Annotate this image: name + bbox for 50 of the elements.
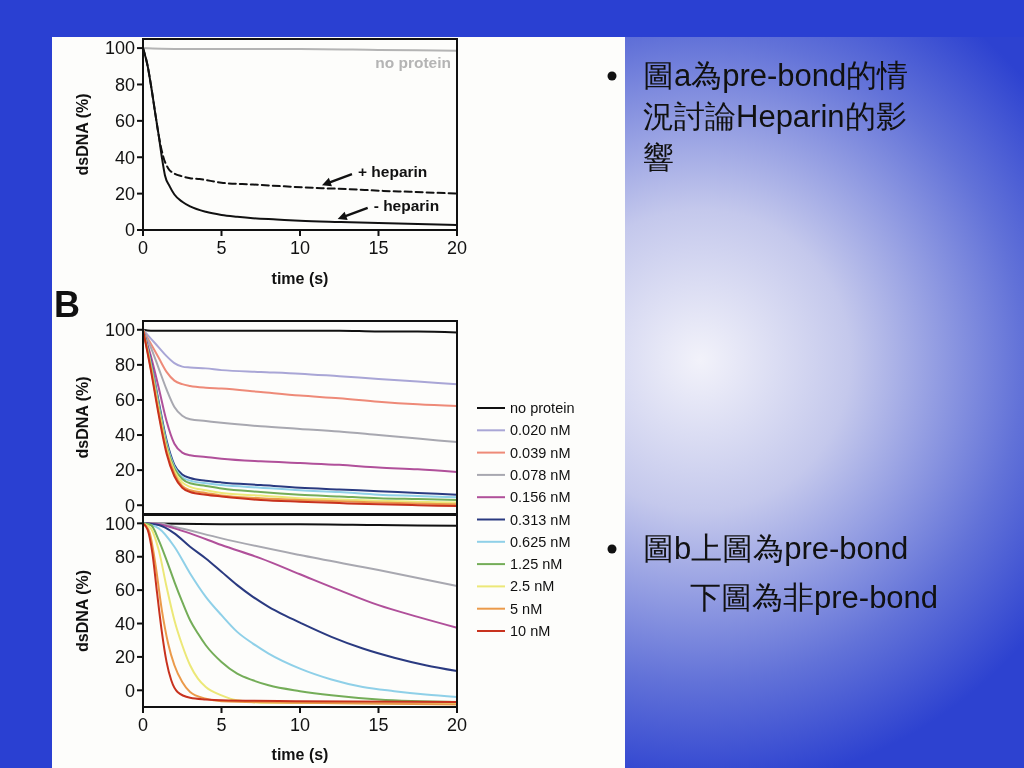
x-tick-label: 15 [368, 238, 389, 258]
x-tick-label: 0 [137, 238, 149, 258]
y-tick-label: 40 [114, 613, 135, 634]
legend-label: 0.020 nM [510, 422, 571, 439]
legend-label: 0.039 nM [510, 444, 571, 461]
y-tick-label: 0 [124, 680, 135, 701]
chart-title: B [54, 284, 80, 325]
x-tick-label: 15 [368, 715, 389, 735]
x-tick-label: 20 [446, 238, 468, 258]
y-tick-label: 0 [124, 220, 135, 241]
y-axis-title: dsDNA (%) [74, 93, 91, 176]
annotation: + heparin [357, 163, 428, 181]
y-tick-label: 80 [114, 547, 135, 568]
y-tick-label: 20 [114, 647, 135, 668]
y-tick-label: 80 [114, 74, 135, 95]
x-tick-label: 10 [289, 715, 311, 735]
text: 圖a為pre-bond的情況討論Heparin的影響 [643, 58, 909, 175]
y-tick-label: 80 [114, 355, 135, 376]
legend-label: no protein [510, 400, 575, 417]
series-label: no protein [375, 53, 451, 71]
y-tick-label: 40 [114, 147, 135, 168]
y-tick-label: 100 [104, 513, 135, 534]
y-tick-label: 60 [114, 111, 135, 132]
x-axis-title: time (s) [271, 270, 329, 287]
x-axis-title: time (s) [271, 746, 329, 763]
x-tick-label: 0 [137, 715, 149, 735]
y-tick-label: 40 [114, 425, 135, 446]
y-tick-label: 60 [114, 580, 135, 601]
y-tick-label: 100 [104, 320, 135, 341]
x-tick-label: 5 [216, 715, 227, 735]
text: 圖b上圖為pre-bond 下圖為非pre-bond [643, 531, 939, 615]
legend-label: 0.156 nM [510, 489, 571, 506]
x-tick-label: 20 [446, 715, 468, 735]
legend-label: 0.313 nM [510, 511, 571, 528]
y-axis-title: dsDNA (%) [74, 376, 91, 459]
y-tick-label: 100 [104, 38, 135, 59]
y-tick-label: 20 [114, 460, 135, 481]
y-axis-title: dsDNA (%) [74, 569, 91, 653]
legend-label: 0.625 nM [510, 533, 571, 550]
annotation: - heparin [373, 197, 440, 214]
legend-label: 10 nM [510, 623, 551, 640]
y-tick-label: 20 [114, 183, 135, 204]
y-tick-label: 60 [114, 390, 135, 411]
y-tick-label: 0 [124, 495, 135, 516]
legend-label: 2.5 nM [510, 578, 555, 595]
legend-label: 1.25 nM [510, 556, 563, 573]
x-tick-label: 5 [216, 238, 227, 258]
x-tick-label: 10 [289, 238, 311, 258]
legend-label: 0.078 nM [510, 466, 571, 483]
legend-label: 5 nM [510, 600, 543, 617]
